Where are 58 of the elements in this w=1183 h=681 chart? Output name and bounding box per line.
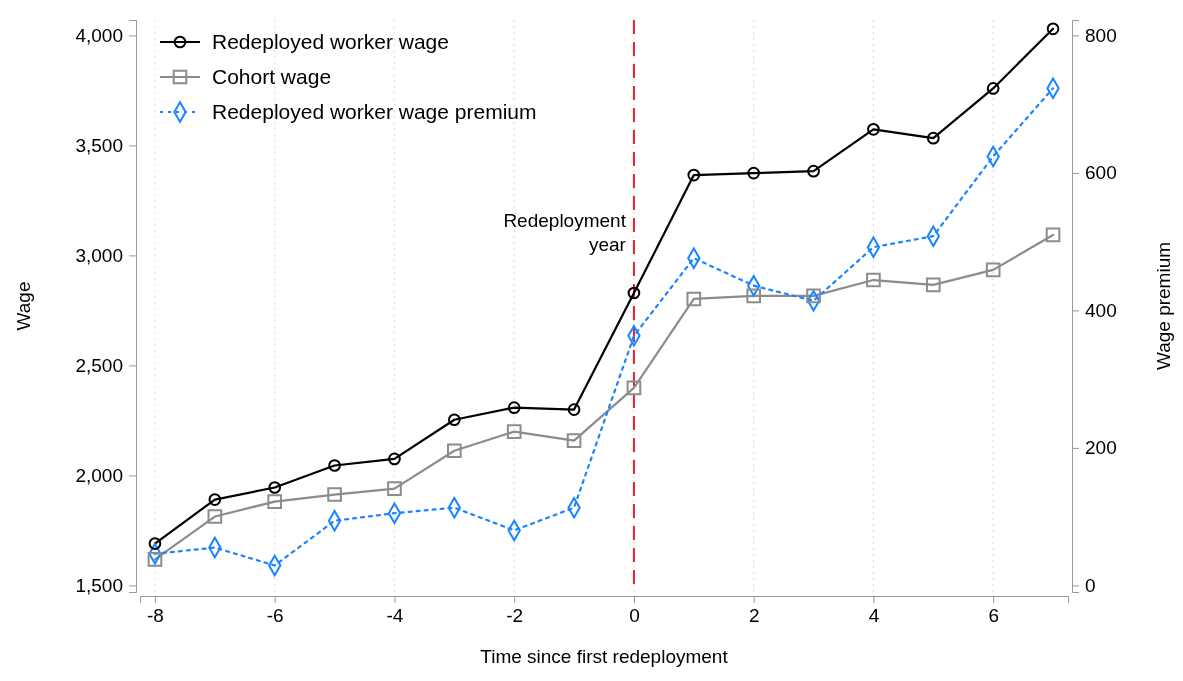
legend-label: Cohort wage [212, 65, 332, 88]
y-tick-label: 1,500 [75, 574, 123, 596]
point [806, 288, 821, 304]
point [867, 123, 880, 136]
point [807, 164, 820, 178]
point [208, 493, 222, 506]
point [746, 288, 761, 304]
point [985, 262, 1001, 278]
point [926, 131, 940, 145]
x-tick-label: 6 [988, 605, 999, 627]
y-tick-label: 2,500 [75, 354, 123, 376]
point [687, 168, 701, 182]
y2-tick-label: 600 [1085, 162, 1117, 184]
y-tick-label: 2,000 [75, 464, 123, 486]
point [686, 291, 702, 307]
point [747, 166, 761, 180]
point [388, 452, 401, 466]
y2-tick-label: 0 [1085, 574, 1096, 596]
point [507, 401, 521, 414]
point [207, 509, 223, 524]
point [627, 286, 641, 300]
y2-axis-title: Wage premium [1153, 241, 1174, 371]
point [925, 277, 941, 293]
x-axis-title: Time since first redeployment [480, 646, 729, 667]
point [328, 459, 341, 472]
point [1046, 22, 1060, 36]
point [447, 413, 461, 427]
point [148, 537, 162, 550]
ref-line-label: Redeployment year [503, 210, 627, 255]
x-tick-label: 2 [748, 605, 760, 627]
y2-tick-label: 400 [1085, 299, 1117, 321]
point [866, 272, 881, 288]
point [567, 403, 581, 416]
point [268, 481, 282, 494]
x-tick-label: -4 [386, 605, 404, 627]
x-tick-label: -6 [266, 605, 284, 627]
point [566, 433, 582, 448]
x-tick-label: -8 [147, 605, 164, 627]
point [387, 481, 402, 496]
legend-label: Redeployed worker wage premium [212, 100, 537, 123]
x-tick-label: -2 [506, 605, 524, 627]
y-tick-label: 3,000 [75, 244, 123, 266]
point [447, 443, 462, 459]
y-tick-label: 3,500 [75, 134, 123, 156]
point [327, 487, 342, 502]
legend-label: Redeployed worker wage [212, 30, 449, 53]
y-axis-title: Wage [13, 281, 34, 331]
y2-tick-label: 800 [1085, 24, 1117, 46]
point [1045, 227, 1061, 243]
point [267, 494, 283, 509]
point [147, 552, 163, 567]
point [986, 82, 1000, 95]
y2-tick-label: 200 [1085, 437, 1117, 459]
point [626, 380, 642, 396]
point [506, 424, 522, 439]
x-tick-label: 0 [629, 605, 640, 627]
x-tick-label: 4 [868, 605, 880, 627]
y-tick-label: 4,000 [75, 24, 123, 46]
